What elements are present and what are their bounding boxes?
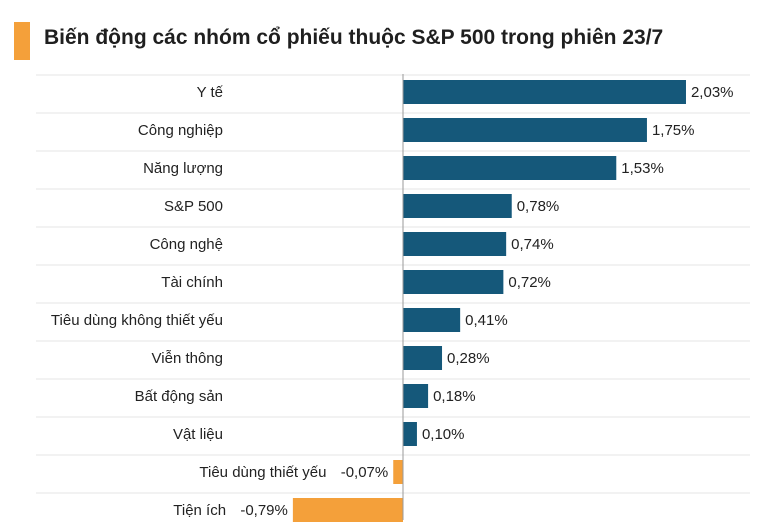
value-label: 1,53%: [621, 160, 664, 177]
value-label: 0,78%: [517, 198, 560, 215]
bars: [292, 80, 686, 522]
value-label: 0,74%: [511, 236, 554, 253]
category-label: Tiêu dùng không thiết yếu: [51, 312, 223, 329]
bar: [403, 80, 686, 104]
category-label: Vật liệu: [173, 426, 223, 443]
value-label: -0,79%: [240, 502, 288, 519]
bar: [403, 194, 512, 218]
chart-title: Biến động các nhóm cổ phiếu thuộc S&P 50…: [44, 26, 664, 49]
category-label: Tiêu dùng thiết yếu: [199, 464, 326, 481]
bar: [403, 346, 443, 370]
title-accent-bar: [14, 22, 30, 60]
category-label: Y tế: [197, 84, 224, 101]
value-label: 0,28%: [447, 350, 490, 367]
value-label: 0,41%: [465, 312, 508, 329]
grid-lines: [36, 74, 750, 494]
category-label: Bất động sản: [135, 388, 223, 405]
value-label: 0,72%: [508, 274, 551, 291]
bar: [403, 118, 647, 142]
bar: [403, 384, 429, 408]
value-label: 0,18%: [433, 388, 476, 405]
bar: [292, 498, 403, 522]
category-label: Tiện ích: [173, 502, 226, 519]
bar: [403, 308, 461, 332]
category-label: Tài chính: [161, 274, 223, 291]
value-label: 2,03%: [691, 84, 734, 101]
category-label: Năng lượng: [143, 160, 223, 177]
bar: [403, 156, 617, 180]
category-label: Công nghiệp: [138, 122, 223, 139]
value-label: -0,07%: [341, 464, 389, 481]
category-label: Công nghệ: [150, 236, 223, 253]
value-label: 1,75%: [652, 122, 695, 139]
value-label: 0,10%: [422, 426, 465, 443]
bar: [393, 460, 403, 484]
bar: [403, 422, 417, 446]
category-label: S&P 500: [164, 198, 223, 215]
bar: [403, 232, 507, 256]
category-label: Viễn thông: [152, 350, 223, 367]
labels: 2,03% Y tế 1,75% Công nghiệp 1,53% Năng lượng…: [51, 84, 734, 519]
bar: [403, 270, 504, 294]
